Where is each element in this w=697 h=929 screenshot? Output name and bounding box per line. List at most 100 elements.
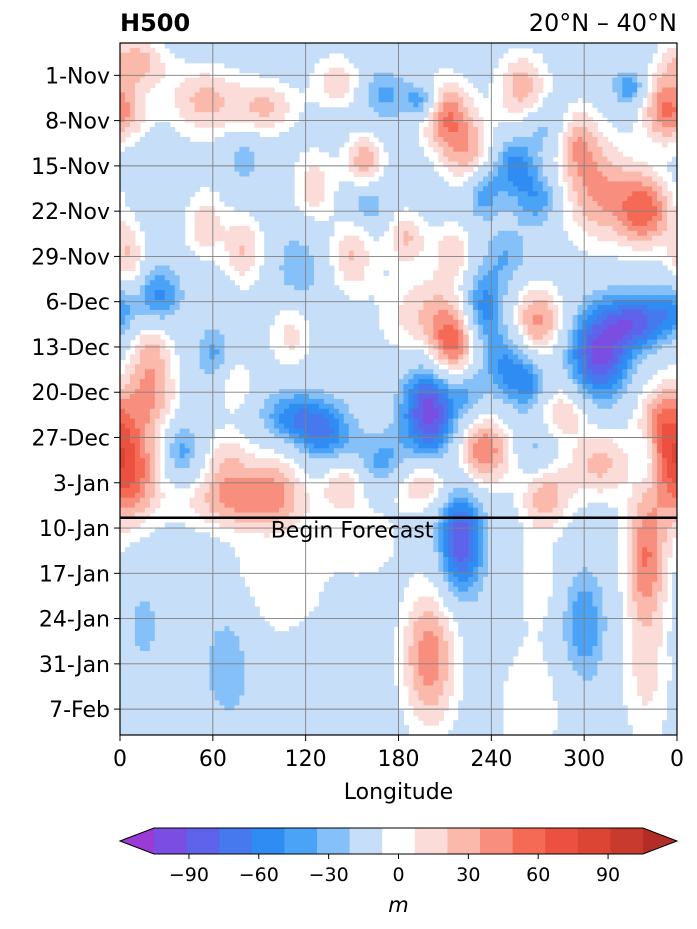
field-cell <box>269 57 275 64</box>
field-cell <box>289 211 295 217</box>
field-cell <box>388 181 395 187</box>
field-cell <box>413 201 419 207</box>
field-cell <box>139 290 146 296</box>
field-cell <box>209 265 216 271</box>
field-cell <box>582 161 589 168</box>
field-cell <box>279 211 285 217</box>
field-cell <box>527 146 534 153</box>
field-cell <box>249 161 255 168</box>
field-cell <box>542 295 549 301</box>
field-cell <box>547 151 554 158</box>
field-cell <box>239 161 245 168</box>
field-cell <box>488 250 494 257</box>
field-cell <box>164 290 171 296</box>
field-cell <box>149 191 156 197</box>
field-cell <box>512 131 519 138</box>
field-cell <box>264 304 270 311</box>
field-cell <box>244 161 250 168</box>
field-cell <box>423 52 429 59</box>
field-cell <box>552 255 559 262</box>
field-cell <box>219 196 226 202</box>
field-cell <box>468 136 474 143</box>
field-cell <box>403 112 410 118</box>
field-cell <box>667 314 673 321</box>
field-cell <box>483 275 489 281</box>
field-cell <box>547 102 554 108</box>
field-cell <box>284 181 290 187</box>
field-cell <box>323 127 330 133</box>
field-cell <box>507 280 514 286</box>
field-cell <box>483 62 489 69</box>
field-cell <box>512 136 519 143</box>
field-cell <box>294 52 300 59</box>
field-cell <box>234 245 240 252</box>
field-cell <box>289 136 295 143</box>
field-cell <box>632 102 638 108</box>
field-cell <box>179 141 186 148</box>
field-cell <box>492 57 499 64</box>
field-cell <box>134 319 141 326</box>
field-cell <box>393 146 400 153</box>
field-cell <box>373 107 380 113</box>
field-cell <box>587 230 594 237</box>
field-cell <box>597 107 603 113</box>
field-cell <box>562 77 569 84</box>
field-cell <box>204 43 211 49</box>
field-cell <box>582 127 589 133</box>
field-cell <box>507 245 514 252</box>
field-cell <box>299 235 305 242</box>
field-cell <box>333 47 340 54</box>
field-cell <box>547 304 554 311</box>
field-cell <box>667 77 673 84</box>
field-cell <box>542 171 549 178</box>
field-cell <box>527 255 534 262</box>
field-cell <box>368 225 375 232</box>
field-cell <box>388 62 395 69</box>
field-cell <box>522 220 529 227</box>
field-cell <box>388 216 395 222</box>
field-cell <box>612 87 618 94</box>
field-cell <box>264 191 270 197</box>
field-cell <box>483 161 489 168</box>
field-cell <box>483 166 489 173</box>
field-cell <box>259 102 265 108</box>
field-cell <box>139 146 146 153</box>
field-cell <box>413 186 419 192</box>
field-cell <box>318 240 325 247</box>
field-cell <box>358 245 365 252</box>
field-cell <box>264 275 270 281</box>
field-cell <box>363 260 370 267</box>
field-cell <box>149 206 156 212</box>
field-cell <box>269 161 275 168</box>
field-cell <box>373 304 380 311</box>
field-cell <box>274 92 280 98</box>
field-cell <box>547 235 554 242</box>
field-cell <box>179 47 186 54</box>
field-cell <box>567 156 574 163</box>
field-cell <box>169 319 176 326</box>
field-cell <box>502 201 509 207</box>
field-cell <box>662 285 668 291</box>
field-cell <box>134 102 141 108</box>
field-cell <box>383 112 390 118</box>
field-cell <box>144 245 151 252</box>
field-cell <box>567 92 574 98</box>
field-cell <box>443 314 449 321</box>
field-cell <box>358 77 365 84</box>
field-cell <box>234 47 240 54</box>
field-cell <box>239 201 245 207</box>
field-cell <box>274 304 280 311</box>
field-cell <box>134 87 141 94</box>
field-cell <box>592 270 599 276</box>
field-cell <box>423 196 429 202</box>
field-cell <box>239 270 245 276</box>
field-cell <box>259 176 265 182</box>
field-cell <box>453 171 459 178</box>
field-cell <box>587 260 594 267</box>
field-cell <box>497 304 504 311</box>
field-cell <box>234 295 240 301</box>
field-cell <box>259 216 265 222</box>
field-cell <box>562 285 569 291</box>
field-cell <box>304 176 310 182</box>
field-cell <box>284 57 290 64</box>
